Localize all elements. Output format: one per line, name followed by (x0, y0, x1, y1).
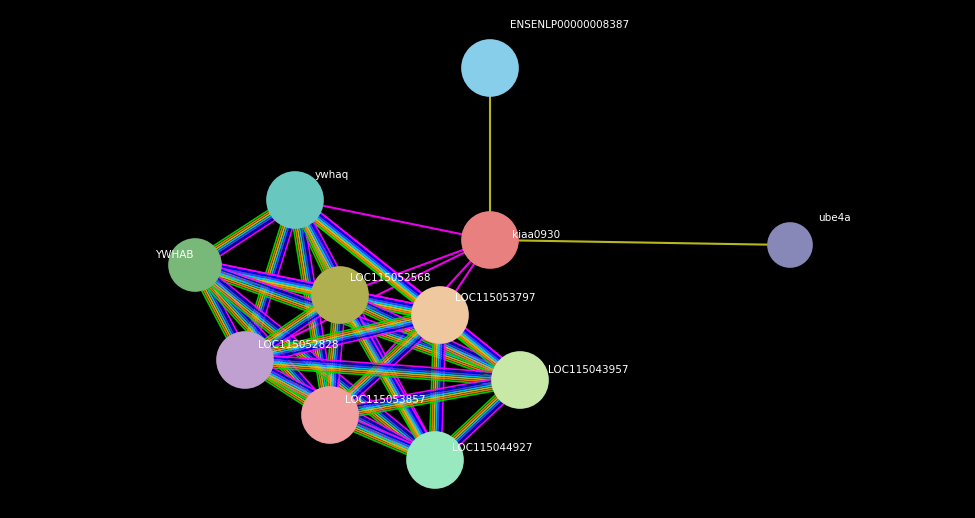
Text: LOC115052828: LOC115052828 (258, 340, 338, 350)
Text: ENSENLP00000008387: ENSENLP00000008387 (510, 20, 629, 30)
Circle shape (462, 40, 518, 96)
Text: LOC115044927: LOC115044927 (452, 443, 532, 453)
Text: YWHAB: YWHAB (155, 250, 193, 260)
Text: ube4a: ube4a (818, 213, 850, 223)
Circle shape (267, 172, 323, 228)
Text: ywhaq: ywhaq (315, 170, 349, 180)
Text: LOC115053857: LOC115053857 (345, 395, 425, 405)
Circle shape (492, 352, 548, 408)
Circle shape (412, 287, 468, 343)
Circle shape (462, 212, 518, 268)
Circle shape (302, 387, 358, 443)
Circle shape (169, 239, 221, 291)
Circle shape (217, 332, 273, 388)
Text: LOC115043957: LOC115043957 (548, 365, 629, 375)
Circle shape (768, 223, 812, 267)
Text: LOC115053797: LOC115053797 (455, 293, 535, 303)
Text: LOC115052568: LOC115052568 (350, 273, 431, 283)
Circle shape (407, 432, 463, 488)
Text: kiaa0930: kiaa0930 (512, 230, 560, 240)
Circle shape (312, 267, 368, 323)
